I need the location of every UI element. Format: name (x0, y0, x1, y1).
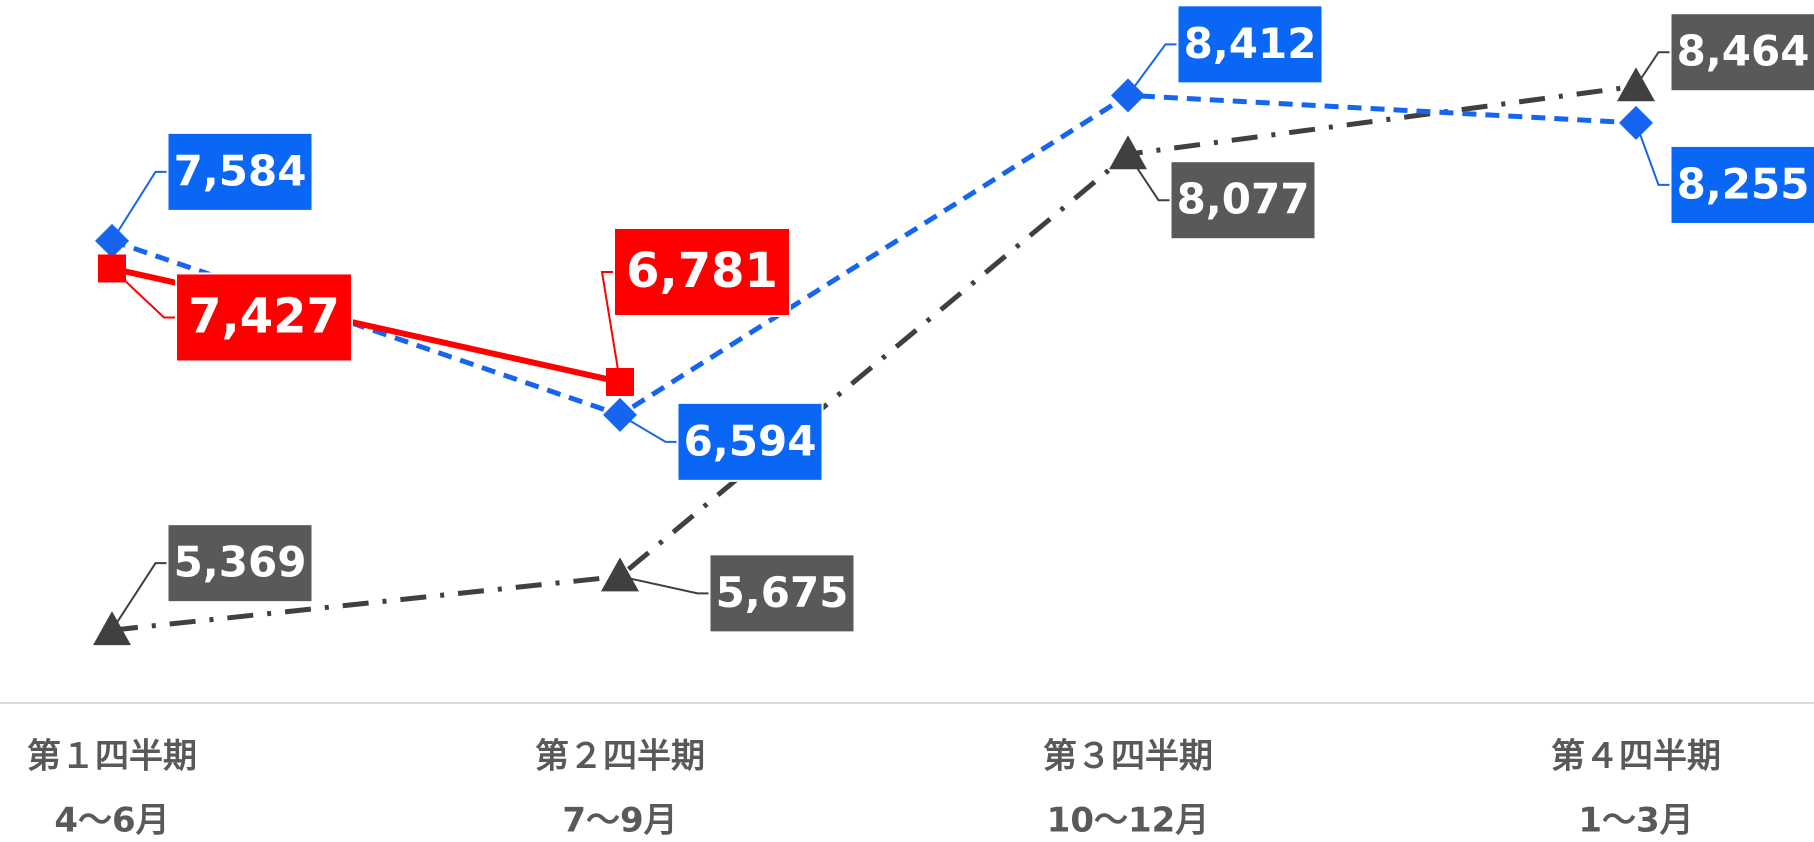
data-label: 8,412 (1184, 19, 1317, 68)
label-box (166, 131, 314, 212)
leader-line (619, 575, 710, 595)
leader-line (600, 270, 621, 383)
data-label: 5,369 (174, 538, 307, 587)
label-box (708, 553, 856, 634)
marker (1109, 135, 1147, 170)
data-label: 7,427 (188, 288, 340, 344)
marker (1617, 67, 1655, 102)
data-label: 6,781 (626, 243, 778, 299)
label-box (1176, 4, 1324, 85)
data-label: 8,255 (1677, 159, 1810, 208)
x-tick-label: 第２四半期 (535, 737, 705, 777)
marker (601, 557, 639, 592)
x-tick-label: 第４四半期 (1551, 737, 1721, 777)
label-box (676, 401, 824, 482)
series-line (111, 83, 1637, 633)
series-line (111, 92, 1637, 418)
leader-line (111, 267, 176, 319)
label-box (1669, 12, 1814, 93)
leader-line (111, 170, 168, 242)
leader-line (1127, 153, 1171, 202)
x-tick-label: 第３四半期 (1043, 737, 1213, 777)
marker (93, 611, 131, 646)
leader-line (1635, 122, 1671, 186)
label-box (175, 272, 353, 363)
label-box (613, 226, 791, 317)
leader-line (619, 413, 678, 443)
data-label: 7,584 (174, 146, 307, 195)
label-box (166, 523, 314, 604)
leader-line (1635, 51, 1671, 87)
leader-line (111, 562, 168, 631)
data-label: 8,464 (1677, 27, 1810, 76)
label-box (1669, 144, 1814, 225)
x-tick-sublabel: 4〜6月 (54, 801, 169, 841)
data-label: 6,594 (684, 416, 817, 465)
data-label: 8,077 (1177, 175, 1310, 224)
label-box (1169, 160, 1317, 241)
leader-line (1127, 43, 1178, 96)
x-tick-sublabel: 1〜3月 (1578, 801, 1693, 841)
x-tick-sublabel: 10〜12月 (1047, 801, 1210, 841)
x-tick-label: 第１四半期 (27, 737, 197, 777)
data-label: 5,675 (716, 568, 849, 617)
x-tick-sublabel: 7〜9月 (562, 801, 677, 841)
